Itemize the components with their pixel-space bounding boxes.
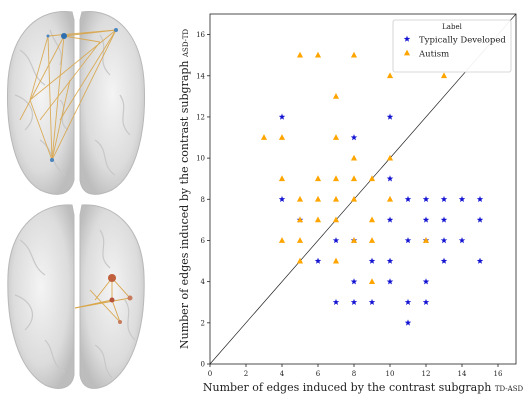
td-point <box>351 134 357 140</box>
autism-point <box>369 278 375 284</box>
td-point <box>333 299 339 305</box>
autism-point <box>333 175 339 181</box>
autism-point <box>279 134 285 140</box>
td-point <box>423 216 429 222</box>
autism-point <box>333 258 339 264</box>
td-point <box>279 114 285 120</box>
brain-top-image <box>7 12 144 195</box>
td-point <box>459 237 465 243</box>
autism-point <box>387 72 393 78</box>
td-point <box>441 258 447 264</box>
autism-point <box>441 72 447 78</box>
x-tick-label: 12 <box>422 370 431 378</box>
autism-point <box>333 196 339 202</box>
td-point <box>279 196 285 202</box>
autism-point <box>297 196 303 202</box>
autism-point <box>315 196 321 202</box>
td-point <box>405 299 411 305</box>
autism-point <box>279 237 285 243</box>
legend-entry-label: Autism <box>418 50 449 60</box>
td-point <box>387 216 393 222</box>
y-tick-label: 8 <box>201 196 205 204</box>
td-point <box>441 216 447 222</box>
legend-title: Label <box>442 23 462 31</box>
td-point <box>351 299 357 305</box>
td-point <box>459 196 465 202</box>
td-point <box>387 175 393 181</box>
td-point <box>477 196 483 202</box>
x-tick-label: 16 <box>494 370 503 378</box>
chart-canvas: 0 2 4 6 8 10 12 14 16 0 2 4 6 8 10 12 14 16 Label Typicall… <box>150 0 530 402</box>
autism-point <box>351 155 357 161</box>
y-tick-label: 0 <box>201 361 205 369</box>
y-tick-label: 16 <box>196 31 205 39</box>
x-tick-label: 6 <box>316 370 321 378</box>
td-point <box>369 299 375 305</box>
legend: Label Typically Developed Autism <box>393 20 511 72</box>
td-point <box>405 319 411 325</box>
autism-point <box>351 175 357 181</box>
autism-point <box>333 93 339 99</box>
autism-point <box>315 52 321 58</box>
td-point <box>351 278 357 284</box>
autism-point <box>279 175 285 181</box>
autism-point <box>351 52 357 58</box>
td-point <box>477 216 483 222</box>
td-point <box>441 237 447 243</box>
autism-point <box>261 134 267 140</box>
td-point <box>387 114 393 120</box>
x-tick-label: 0 <box>208 370 212 378</box>
td-point <box>423 278 429 284</box>
scatter-chart: 0 2 4 6 8 10 12 14 16 0 2 4 6 8 10 12 14 16 Label Typicall… <box>150 0 530 402</box>
autism-point <box>369 216 375 222</box>
td-point <box>315 258 321 264</box>
td-point <box>387 278 393 284</box>
legend-entry-label: Typically Developed <box>419 36 506 46</box>
brain-bottom-image <box>8 205 144 389</box>
td-point <box>477 258 483 264</box>
y-tick-label: 12 <box>196 113 205 121</box>
td-point <box>423 299 429 305</box>
td-point <box>423 196 429 202</box>
td-point <box>405 196 411 202</box>
y-tick-label: 2 <box>201 319 205 327</box>
x-tick-label: 2 <box>244 370 248 378</box>
td-point <box>441 196 447 202</box>
autism-point <box>297 52 303 58</box>
y-tick-label: 14 <box>196 72 205 80</box>
y-tick-label: 10 <box>196 155 205 163</box>
y-tick-label: 6 <box>201 237 206 245</box>
y-tick-label: 4 <box>201 278 206 286</box>
autism-point <box>297 237 303 243</box>
y-axis-label: Number of edges induced by the contrast … <box>178 29 191 349</box>
x-tick-label: 8 <box>352 370 356 378</box>
td-point <box>333 237 339 243</box>
x-tick-label: 4 <box>280 370 285 378</box>
x-tick-label: 14 <box>458 370 467 378</box>
autism-point <box>333 134 339 140</box>
autism-point <box>369 237 375 243</box>
brain-renderings <box>0 0 150 402</box>
td-point <box>405 237 411 243</box>
td-point <box>369 258 375 264</box>
x-axis-label: Number of edges induced by the contrast … <box>203 381 524 394</box>
autism-point <box>315 216 321 222</box>
autism-point <box>387 196 393 202</box>
x-tick-label: 10 <box>386 370 395 378</box>
td-point <box>387 258 393 264</box>
autism-point <box>315 175 321 181</box>
